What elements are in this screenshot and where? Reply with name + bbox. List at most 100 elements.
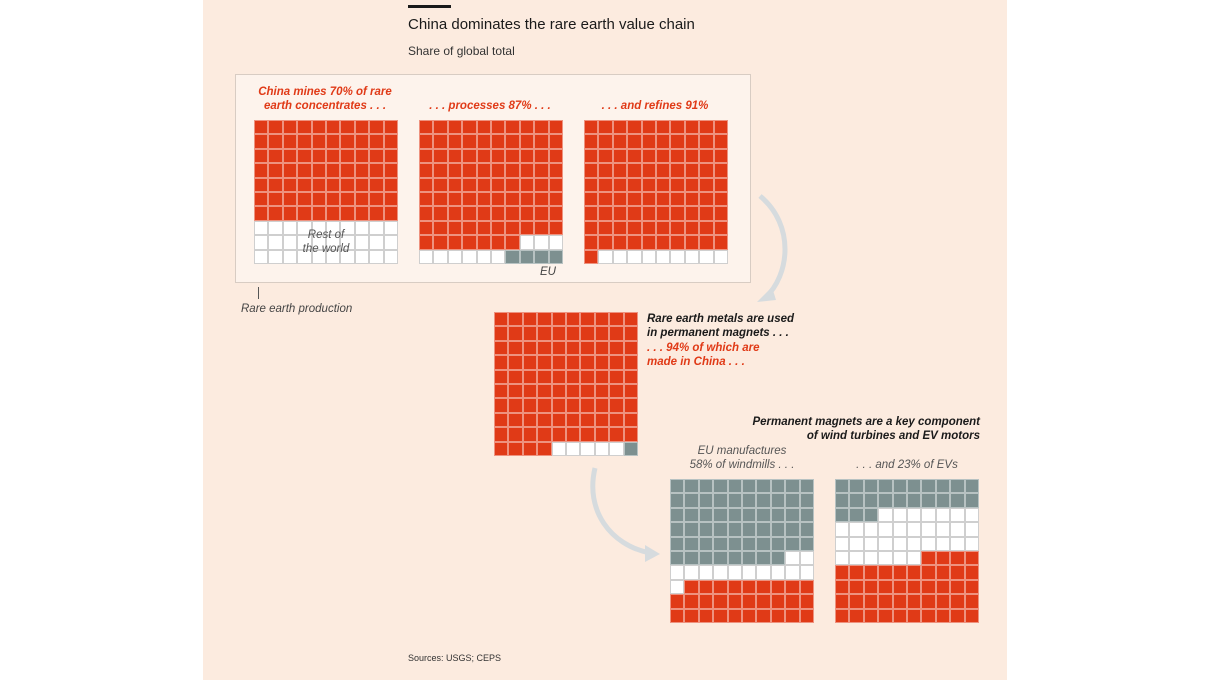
waffle-cell-eu <box>770 536 786 551</box>
waffle-cell-china <box>627 163 642 178</box>
waffle-cell-china <box>534 177 549 192</box>
waffle-cell-china <box>713 235 728 250</box>
waffle-cell-rest <box>476 249 491 264</box>
waffle-cell-china <box>727 594 742 609</box>
waffle-cell-china <box>656 148 671 164</box>
waffle-cell-china <box>476 163 491 178</box>
waffle-cell-china <box>921 608 936 623</box>
waffle-cell-eu <box>534 249 549 264</box>
waffle-cell-china <box>491 163 506 178</box>
waffle-cell-china <box>907 565 922 580</box>
waffle-cell-china <box>609 326 624 341</box>
waffle-cell-china <box>584 177 599 192</box>
waffle-cell-eu <box>684 551 699 566</box>
waffle-cell-rest <box>594 441 610 456</box>
waffle-cell-rest <box>878 522 893 537</box>
waffle-cell-china <box>519 120 535 135</box>
waffle-cell-china <box>684 235 700 250</box>
waffle-cell-china <box>594 427 610 442</box>
waffle-cell-china <box>282 120 298 135</box>
waffle-cell-china <box>935 551 951 566</box>
waffle-cell-china <box>656 206 671 221</box>
waffle-cell-china <box>476 148 491 164</box>
waffle-cell-rest <box>935 536 951 551</box>
waffle-cell-rest <box>935 522 951 537</box>
waffle-cell-eu <box>670 522 685 537</box>
waffle-cell-china <box>548 163 563 178</box>
waffle-cell-eu <box>713 493 728 508</box>
waffle-cell-china <box>447 192 463 207</box>
waffle-cell-china <box>699 192 714 207</box>
waffle-cell-china <box>612 192 628 207</box>
waffle-cell-rest <box>799 565 814 580</box>
waffle-cell-rest <box>268 235 283 250</box>
waffle-cell-china <box>770 608 786 623</box>
waffle-cell-china <box>670 148 685 164</box>
waffle-cell-china <box>383 120 398 135</box>
waffle-cell-china <box>641 134 656 149</box>
waffle-cell-china <box>508 312 523 327</box>
waffle-cell-china <box>311 192 326 207</box>
waffle-cell-eu <box>713 479 728 494</box>
waffle-cell-rest <box>566 441 581 456</box>
waffle-cell-rest <box>907 551 922 566</box>
waffle-cell-eu <box>713 522 728 537</box>
waffle-cell-china <box>584 206 599 221</box>
waffle-cell-china <box>537 384 552 399</box>
waffle-cell-china <box>491 206 506 221</box>
waffle-cell-china <box>519 134 535 149</box>
waffle-cell-china <box>584 134 599 149</box>
waffle-cell-china <box>863 565 879 580</box>
waffle-cell-china <box>383 134 398 149</box>
waffle-cell-rest <box>419 249 434 264</box>
waffle-cell-china <box>756 594 771 609</box>
waffle-cell-china <box>713 148 728 164</box>
waffle-cell-china <box>369 163 384 178</box>
waffle-cell-china <box>670 206 685 221</box>
waffle-cell-china <box>491 192 506 207</box>
waffle-cell-rest <box>727 565 742 580</box>
waffle-cell-china <box>537 355 552 370</box>
waffle-cell-eu <box>756 536 771 551</box>
waffle-cell-china <box>849 579 864 595</box>
waffle-cell-rest <box>964 507 979 523</box>
waffle-cell-china <box>326 163 341 178</box>
waffle-cell-eu <box>713 536 728 551</box>
waffle-cell-rest <box>770 565 786 580</box>
waffle-cell-china <box>641 120 656 135</box>
waffle-cell-china <box>670 120 685 135</box>
waffle-cell-eu <box>799 479 814 494</box>
waffle-cell-china <box>537 326 552 341</box>
waffle-cell-rest <box>964 522 979 537</box>
waffle-cell-eu <box>849 507 864 523</box>
waffle-cell-china <box>522 355 538 370</box>
label-rest-of-world: Rest of the world <box>302 229 350 255</box>
waffle-cell-eu <box>742 551 757 566</box>
waffle-cell-china <box>354 206 370 221</box>
waffle-cell-eu <box>670 551 685 566</box>
waffle-cell-china <box>326 120 341 135</box>
waffle-cell-china <box>537 427 552 442</box>
waffle-cell-china <box>462 177 477 192</box>
waffle-cell-rest <box>698 565 714 580</box>
waffle-cell-rest <box>383 249 398 264</box>
waffle-cell-china <box>670 220 685 236</box>
waffle-cell-china <box>623 412 638 428</box>
waffle-cell-china <box>609 369 624 384</box>
waffle-cell-china <box>656 177 671 192</box>
waffle-cell-rest <box>462 249 477 264</box>
waffle-cell-china <box>609 340 624 356</box>
waffle-cell-china <box>268 177 283 192</box>
waffle-cell-rest <box>785 565 800 580</box>
waffle-cell-rest <box>656 249 671 264</box>
waffle-cell-eu <box>785 507 800 523</box>
waffle-cell-china <box>598 177 613 192</box>
waffle-cell-eu <box>849 479 864 494</box>
waffle-cell-china <box>505 177 520 192</box>
waffle-cell-china <box>519 148 535 164</box>
waffle-cell-china <box>433 148 448 164</box>
waffle-cell-rest <box>950 522 965 537</box>
waffle-cell-rest <box>354 235 370 250</box>
waffle-cell-china <box>551 326 566 341</box>
waffle-cell-eu <box>878 479 893 494</box>
